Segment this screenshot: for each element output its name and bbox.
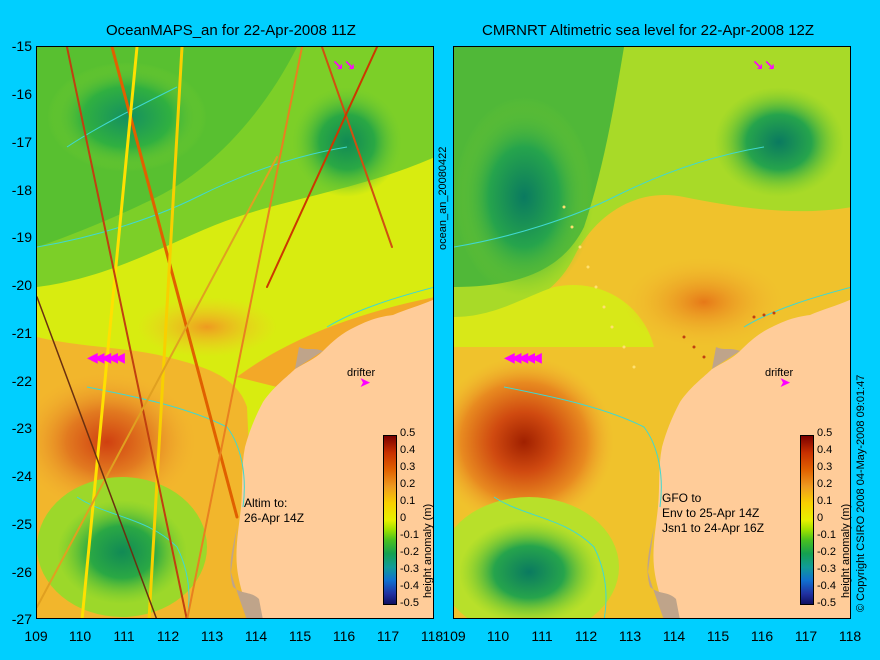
right-cbar-tick: 0.2 [817, 478, 833, 490]
y-tick-label: -21 [11, 325, 32, 341]
left-cbar-tick: 0.5 [400, 427, 416, 439]
y-tick-label: -16 [11, 86, 32, 102]
x-tick-label-left: 112 [156, 628, 180, 644]
x-tick-label-right: 114 [662, 628, 686, 644]
right-cbar-tick: 0.4 [817, 444, 833, 456]
x-tick-label-left: 111 [113, 628, 135, 644]
y-tick-label: -26 [11, 564, 32, 580]
left-drifter-label: drifter [347, 367, 376, 379]
y-tick-label: -15 [11, 38, 32, 54]
x-tick-label-left: 116 [332, 628, 356, 644]
y-tick-label: -18 [11, 182, 32, 198]
right-cbar-tick: -0.4 [817, 580, 836, 592]
x-tick-label-left: 109 [24, 628, 48, 644]
right-cbar-tick: -0.2 [817, 546, 836, 558]
right-drifter-track-ne-icon: ↘↘ [752, 57, 776, 73]
left-map-canvas [37, 47, 433, 618]
left-cbar-tick: -0.3 [400, 563, 419, 575]
left-cbar-tick: 0 [400, 512, 407, 524]
left-altim-annotation: Altim to: 26-Apr 14Z [244, 496, 305, 525]
y-tick-label: -17 [11, 134, 32, 150]
right-colorbar-label: height anomaly (m) [840, 503, 852, 598]
left-map-panel: Altim to: 26-Apr 14Z drifter ➤ ◀◀◀◀◀ ↘↘ [36, 46, 434, 619]
x-tick-label-right: 116 [750, 628, 774, 644]
left-drifter-arrow-icon: ➤ [359, 374, 371, 390]
x-tick-label-left: 117 [376, 628, 400, 644]
right-map-title: CMRNRT Altimetric sea level for 22-Apr-2… [482, 22, 815, 39]
y-tick-label: -22 [11, 373, 32, 389]
right-cbar-tick: 0.5 [817, 427, 833, 439]
left-cbar-tick: 0.1 [400, 495, 416, 507]
left-cbar-tick: -0.1 [400, 529, 419, 541]
x-tick-label-left: 114 [244, 628, 268, 644]
right-cbar-tick: -0.3 [817, 563, 836, 575]
left-drifter-track-icon: ◀◀◀◀◀ [87, 349, 125, 365]
x-tick-label-right: 111 [531, 628, 553, 644]
right-map-canvas [454, 47, 850, 618]
left-cbar-tick: -0.5 [400, 597, 419, 609]
right-cbar-tick: -0.5 [817, 597, 836, 609]
right-cbar-tick: 0.3 [817, 461, 833, 473]
x-tick-label-right: 113 [618, 628, 642, 644]
y-tick-label: -27 [11, 611, 32, 627]
y-tick-label: -23 [11, 420, 32, 436]
right-colorbar [800, 435, 814, 605]
right-cbar-tick: 0 [817, 512, 824, 524]
x-tick-label-right: 115 [706, 628, 730, 644]
right-cbar-tick: 0.1 [817, 495, 833, 507]
x-tick-label-left: 113 [200, 628, 224, 644]
left-colorbar-label: height anomaly (m) [422, 503, 434, 598]
left-cbar-tick: 0.2 [400, 478, 416, 490]
ocean-tag-label: ocean_an_20080422 [437, 146, 449, 250]
y-tick-label: -25 [11, 516, 32, 532]
x-tick-label-left: 115 [288, 628, 312, 644]
left-map-title: OceanMAPS_an for 22-Apr-2008 11Z [106, 22, 356, 39]
y-tick-label: -19 [11, 229, 32, 245]
x-tick-label-right: 117 [794, 628, 818, 644]
left-colorbar [383, 435, 397, 605]
right-map-panel: GFO to Env to 25-Apr 14Z Jsn1 to 24-Apr … [453, 46, 851, 619]
y-tick-label: -20 [11, 277, 32, 293]
x-tick-label-left: 110 [68, 628, 92, 644]
left-cbar-tick: -0.2 [400, 546, 419, 558]
left-cbar-tick: 0.3 [400, 461, 416, 473]
left-drifter-track-ne-icon: ↘↘ [332, 57, 356, 73]
left-cbar-tick: 0.4 [400, 444, 416, 456]
x-tick-label-right: 110 [486, 628, 510, 644]
right-gfo-annotation: GFO to Env to 25-Apr 14Z Jsn1 to 24-Apr … [662, 491, 765, 535]
copyright-label: © Copyright CSIRO 2008 04-May-2008 09:01… [855, 374, 867, 612]
left-cbar-tick: -0.4 [400, 580, 419, 592]
x-tick-label-right: 118 [838, 628, 862, 644]
x-tick-label-right: 112 [574, 628, 598, 644]
x-tick-label-left: 118 [420, 628, 444, 644]
y-tick-label: -24 [11, 468, 32, 484]
right-drifter-label: drifter [765, 367, 794, 379]
right-cbar-tick: -0.1 [817, 529, 836, 541]
x-tick-label-right: 109 [442, 628, 466, 644]
right-drifter-track-icon: ◀◀◀◀◀ [504, 349, 542, 365]
right-drifter-arrow-icon: ➤ [779, 374, 791, 390]
